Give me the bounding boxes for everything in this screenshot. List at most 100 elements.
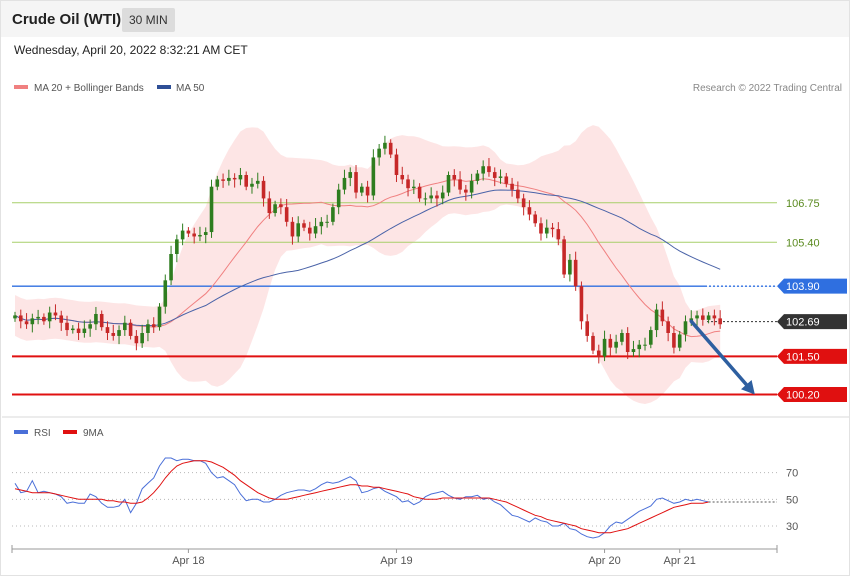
candle-body xyxy=(232,177,237,180)
candle xyxy=(296,216,301,243)
rsi-legend-swatch xyxy=(14,430,28,434)
candle-body xyxy=(464,189,468,193)
candle xyxy=(579,281,584,330)
projection-arrow-shaft xyxy=(689,319,751,390)
candle-body xyxy=(469,180,474,193)
candle-body xyxy=(475,173,480,181)
candle-body xyxy=(701,315,705,320)
ma50-legend-swatch xyxy=(157,85,171,89)
candle-body xyxy=(99,313,104,328)
candle xyxy=(250,177,254,194)
candle xyxy=(360,183,364,197)
candle-body xyxy=(706,315,711,320)
timeframe-badge[interactable]: 30 MIN xyxy=(122,8,175,32)
candle-body xyxy=(30,318,35,325)
candle-body xyxy=(186,230,191,234)
candle-body xyxy=(510,183,514,190)
candle-body xyxy=(273,204,277,214)
candle-body xyxy=(65,322,69,331)
candle-body xyxy=(47,312,52,322)
candle-body xyxy=(348,172,353,178)
candle xyxy=(498,169,503,184)
candle-body xyxy=(556,229,561,240)
candle-body xyxy=(666,321,670,333)
candle xyxy=(65,315,69,336)
candle-body xyxy=(53,312,58,316)
candle-body xyxy=(250,183,254,187)
candle xyxy=(325,214,329,228)
level-label-103.90: 103.90 xyxy=(786,281,820,293)
candle xyxy=(608,334,613,356)
candle-body xyxy=(394,154,399,175)
candle-body xyxy=(24,321,29,325)
candle-body xyxy=(371,157,376,196)
candle-body xyxy=(481,166,485,174)
candle xyxy=(18,309,23,329)
candle-body xyxy=(544,227,549,234)
level-label-106.75: 106.75 xyxy=(786,198,820,210)
candle-body xyxy=(267,198,272,214)
candle xyxy=(111,324,116,341)
candle-body xyxy=(134,335,139,344)
level-label-102.69: 102.69 xyxy=(786,317,820,329)
candle-body xyxy=(140,333,144,344)
candle-body xyxy=(596,350,601,357)
candle xyxy=(377,143,381,166)
candle xyxy=(718,310,722,329)
x-axis-label: Apr 20 xyxy=(588,555,620,567)
candle-body xyxy=(59,315,64,323)
candle xyxy=(666,316,670,342)
candle xyxy=(649,326,653,349)
candle-body xyxy=(446,175,451,193)
candle-body xyxy=(631,349,636,353)
candle-body xyxy=(151,324,156,328)
candle xyxy=(446,171,451,197)
candle-body xyxy=(388,142,393,155)
candle-body xyxy=(718,318,722,325)
candle xyxy=(417,183,422,202)
candle xyxy=(255,172,260,189)
ma50-line xyxy=(14,189,721,327)
candle-body xyxy=(649,330,653,345)
candle-body xyxy=(157,306,162,328)
candle-body xyxy=(654,309,659,331)
candle xyxy=(394,148,399,183)
ma50-legend-label: MA 50 xyxy=(176,83,205,94)
rsi-legend-label: RSI xyxy=(34,428,51,439)
candle-body xyxy=(123,322,127,331)
level-tag-103.90 xyxy=(777,278,847,294)
candle xyxy=(527,200,532,221)
candle-body xyxy=(458,179,462,190)
candle xyxy=(712,309,717,326)
rsi-ma-legend-swatch xyxy=(63,430,77,434)
candle xyxy=(232,173,237,188)
candle-body xyxy=(417,186,422,199)
candle xyxy=(192,227,196,244)
candle-body xyxy=(591,335,595,351)
rsi-tick-label-50: 50 xyxy=(786,494,798,506)
candle-body xyxy=(568,259,572,275)
candle-body xyxy=(175,239,179,254)
candle-body xyxy=(105,327,110,333)
candle xyxy=(76,322,81,341)
candle-body xyxy=(111,333,116,336)
rsi-tick-label-70: 70 xyxy=(786,468,798,480)
candle xyxy=(238,167,243,186)
bollinger-band xyxy=(15,125,721,404)
candle-body xyxy=(180,230,185,240)
candle xyxy=(487,158,491,177)
candle xyxy=(99,310,104,331)
candle xyxy=(94,306,98,331)
candle xyxy=(677,330,682,352)
level-label-105.40: 105.40 xyxy=(786,237,820,249)
candle xyxy=(539,217,543,241)
candle-body xyxy=(620,333,624,342)
candle xyxy=(429,187,433,204)
candle xyxy=(614,334,618,354)
candle xyxy=(157,303,162,331)
candle xyxy=(128,319,133,340)
candle xyxy=(175,234,179,263)
candle-body xyxy=(423,198,428,200)
candle xyxy=(701,308,705,326)
candle-body xyxy=(313,226,318,234)
